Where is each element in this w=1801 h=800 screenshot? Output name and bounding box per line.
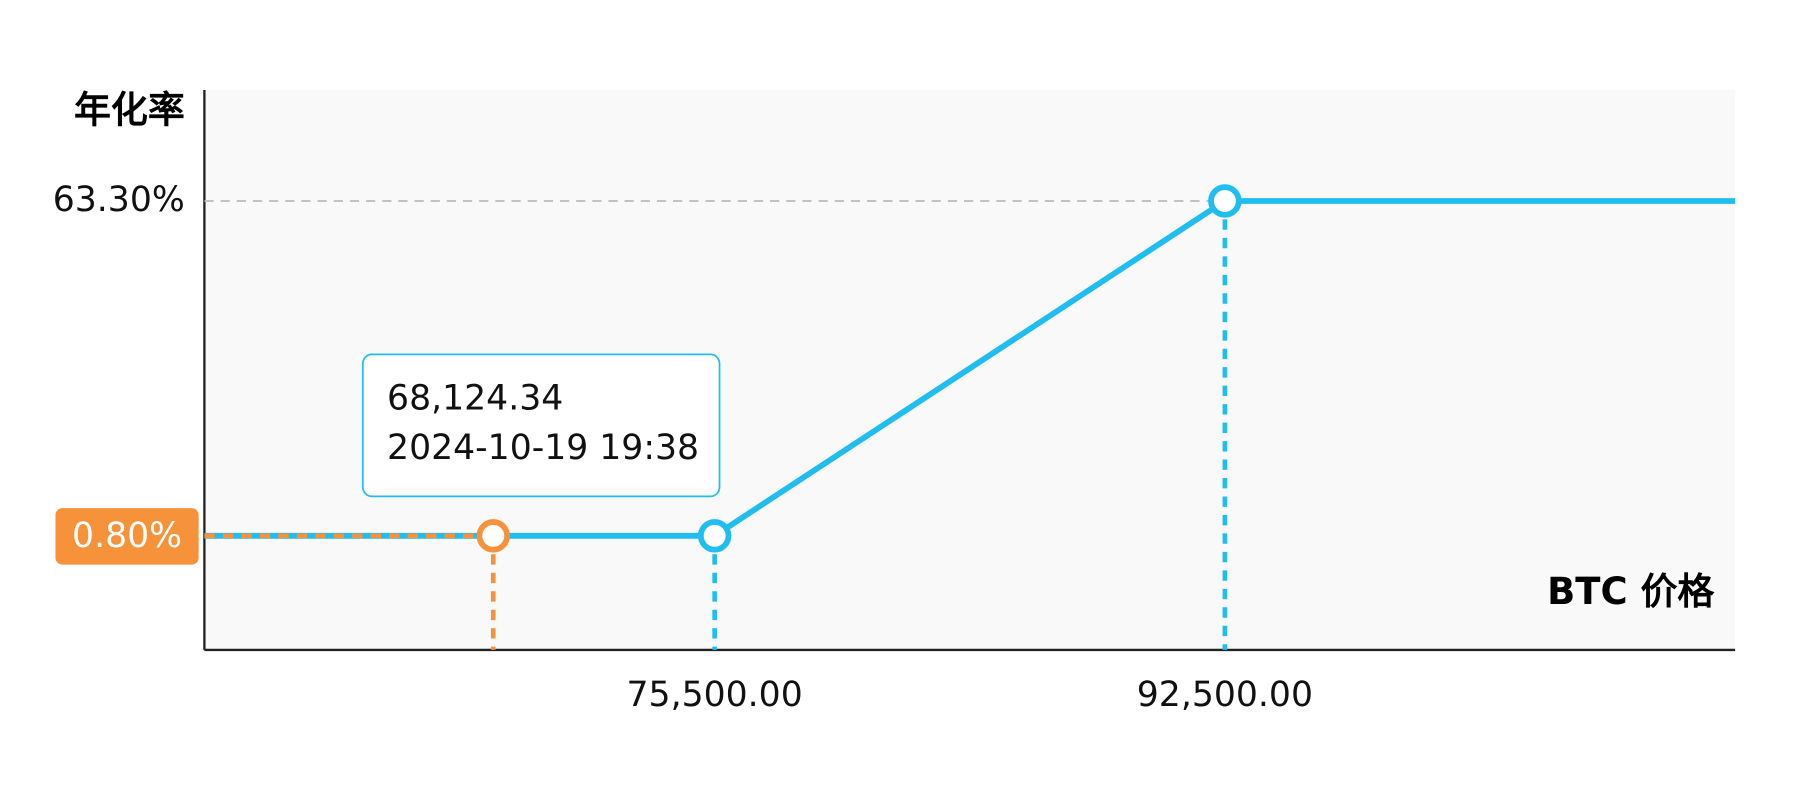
series-line xyxy=(713,198,1227,539)
tooltip-price: 68,124.34 xyxy=(387,378,563,418)
x-tick-label: 92,500.00 xyxy=(1137,675,1313,715)
x-tick-label: 75,500.00 xyxy=(627,675,803,715)
point xyxy=(697,519,732,553)
current-point xyxy=(476,519,511,553)
rate-badge-label: 0.80% xyxy=(72,516,182,556)
y-axis-label: 年化率 xyxy=(74,88,185,131)
tooltip-time: 2024-10-19 19:38 xyxy=(387,428,699,468)
tooltip xyxy=(361,353,721,498)
point xyxy=(1208,184,1242,218)
rate-badge xyxy=(55,508,199,565)
x-axis-label: BTC 价格 xyxy=(1547,570,1715,613)
y-tick-label: 63.30% xyxy=(53,180,185,220)
